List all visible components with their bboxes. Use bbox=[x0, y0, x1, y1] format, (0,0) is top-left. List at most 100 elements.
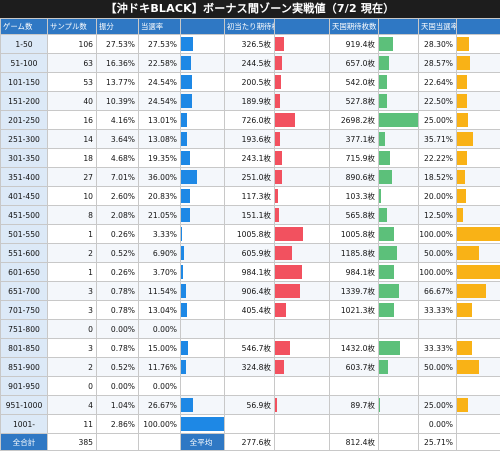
heaven-rate-cell: 28.57% bbox=[419, 54, 457, 73]
first-hit-bar-cell bbox=[275, 187, 330, 206]
rate-bar bbox=[181, 265, 183, 279]
samples-cell: 18 bbox=[48, 149, 97, 168]
first-hit-bar-cell bbox=[275, 282, 330, 301]
rate-bar bbox=[181, 246, 184, 260]
first-hit-cell: 1005.8枚 bbox=[225, 225, 275, 244]
game-range-cell: 451-500 bbox=[1, 206, 48, 225]
first-hit-bar bbox=[275, 113, 295, 127]
first-hit-bar-cell bbox=[275, 415, 330, 434]
heaven-rate-cell: 28.30% bbox=[419, 35, 457, 54]
first-hit-bar-cell bbox=[275, 377, 330, 396]
heaven-rate-bar bbox=[457, 189, 466, 203]
share-cell: 2.86% bbox=[97, 415, 139, 434]
share-cell: 0.26% bbox=[97, 263, 139, 282]
heaven-bar bbox=[379, 170, 392, 184]
share-cell: 0.52% bbox=[97, 244, 139, 263]
heaven-bar-cell bbox=[379, 377, 419, 396]
first-hit-bar-cell bbox=[275, 358, 330, 377]
total-empty bbox=[139, 434, 181, 451]
heaven-rate-bar bbox=[457, 360, 479, 374]
total-label: 全合計 bbox=[1, 434, 48, 451]
heaven-rate-bar-cell bbox=[457, 301, 500, 320]
share-cell: 0.00% bbox=[97, 320, 139, 339]
heaven-bar bbox=[379, 56, 389, 70]
samples-cell: 2 bbox=[48, 358, 97, 377]
heaven-rate-cell: 25.00% bbox=[419, 396, 457, 415]
heaven-bar bbox=[379, 151, 390, 165]
heaven-cell: 984.1枚 bbox=[330, 263, 379, 282]
heaven-bar-cell bbox=[379, 149, 419, 168]
first-hit-cell: 56.9枚 bbox=[225, 396, 275, 415]
share-cell: 2.60% bbox=[97, 187, 139, 206]
heaven-bar-cell bbox=[379, 54, 419, 73]
first-hit-bar-cell bbox=[275, 206, 330, 225]
rate-cell: 11.54% bbox=[139, 282, 181, 301]
heaven-rate-bar-cell bbox=[457, 263, 500, 282]
heaven-cell: 919.4枚 bbox=[330, 35, 379, 54]
share-cell: 0.52% bbox=[97, 358, 139, 377]
game-range-cell: 501-550 bbox=[1, 225, 48, 244]
game-range-cell: 1001- bbox=[1, 415, 48, 434]
rate-bar-cell bbox=[181, 92, 225, 111]
heaven-bar-cell bbox=[379, 396, 419, 415]
first-hit-cell: 324.8枚 bbox=[225, 358, 275, 377]
column-header bbox=[379, 19, 419, 35]
rate-cell: 22.58% bbox=[139, 54, 181, 73]
heaven-rate-bar-cell bbox=[457, 35, 500, 54]
heaven-rate-bar-cell bbox=[457, 73, 500, 92]
total-samples: 385 bbox=[48, 434, 97, 451]
heaven-rate-cell: 33.33% bbox=[419, 339, 457, 358]
heaven-rate-bar-cell bbox=[457, 358, 500, 377]
heaven-rate-cell: 25.00% bbox=[419, 111, 457, 130]
average-label: 全平均 bbox=[181, 434, 225, 451]
heaven-bar bbox=[379, 227, 394, 241]
samples-cell: 27 bbox=[48, 168, 97, 187]
page-title: 【沖ドキBLACK】ボーナス間ゾーン実戦値（7/2 現在） bbox=[0, 0, 500, 18]
column-header bbox=[275, 19, 330, 35]
rate-bar-cell bbox=[181, 244, 225, 263]
heaven-rate-bar bbox=[457, 398, 468, 412]
first-hit-cell: 193.6枚 bbox=[225, 130, 275, 149]
heaven-rate-bar-cell bbox=[457, 111, 500, 130]
bonus-zone-table: ゲーム数サンプル数振分当選率初当たり期待枚数天国期待枚数天国当選率 1-5010… bbox=[0, 18, 500, 451]
rate-bar-cell bbox=[181, 396, 225, 415]
heaven-cell: 657.0枚 bbox=[330, 54, 379, 73]
first-hit-cell: 984.1枚 bbox=[225, 263, 275, 282]
rate-bar-cell bbox=[181, 206, 225, 225]
first-hit-bar bbox=[275, 208, 279, 222]
first-hit-cell: 117.3枚 bbox=[225, 187, 275, 206]
first-hit-cell: 200.5枚 bbox=[225, 73, 275, 92]
rate-bar bbox=[181, 284, 186, 298]
game-range-cell: 301-350 bbox=[1, 149, 48, 168]
heaven-bar bbox=[379, 284, 399, 298]
heaven-rate-cell: 35.71% bbox=[419, 130, 457, 149]
first-hit-bar bbox=[275, 303, 286, 317]
column-header: 天国期待枚数 bbox=[330, 19, 379, 35]
heaven-bar bbox=[379, 75, 387, 89]
heaven-rate-cell: 22.22% bbox=[419, 149, 457, 168]
heaven-bar-cell bbox=[379, 92, 419, 111]
column-header: ゲーム数 bbox=[1, 19, 48, 35]
game-range-cell: 351-400 bbox=[1, 168, 48, 187]
heaven-cell: 1432.0枚 bbox=[330, 339, 379, 358]
game-range-cell: 851-900 bbox=[1, 358, 48, 377]
average-first-hit: 277.6枚 bbox=[225, 434, 275, 451]
rate-cell: 36.00% bbox=[139, 168, 181, 187]
heaven-cell: 1021.3枚 bbox=[330, 301, 379, 320]
samples-cell: 14 bbox=[48, 130, 97, 149]
samples-cell: 3 bbox=[48, 339, 97, 358]
share-cell: 4.16% bbox=[97, 111, 139, 130]
heaven-bar-cell bbox=[379, 111, 419, 130]
heaven-cell bbox=[330, 320, 379, 339]
heaven-bar-cell bbox=[379, 168, 419, 187]
first-hit-cell bbox=[225, 320, 275, 339]
average-heaven-rate: 25.71% bbox=[419, 434, 457, 451]
rate-bar bbox=[181, 94, 192, 108]
first-hit-bar-cell bbox=[275, 130, 330, 149]
rate-bar-cell bbox=[181, 111, 225, 130]
heaven-rate-cell: 12.50% bbox=[419, 206, 457, 225]
game-range-cell: 51-100 bbox=[1, 54, 48, 73]
